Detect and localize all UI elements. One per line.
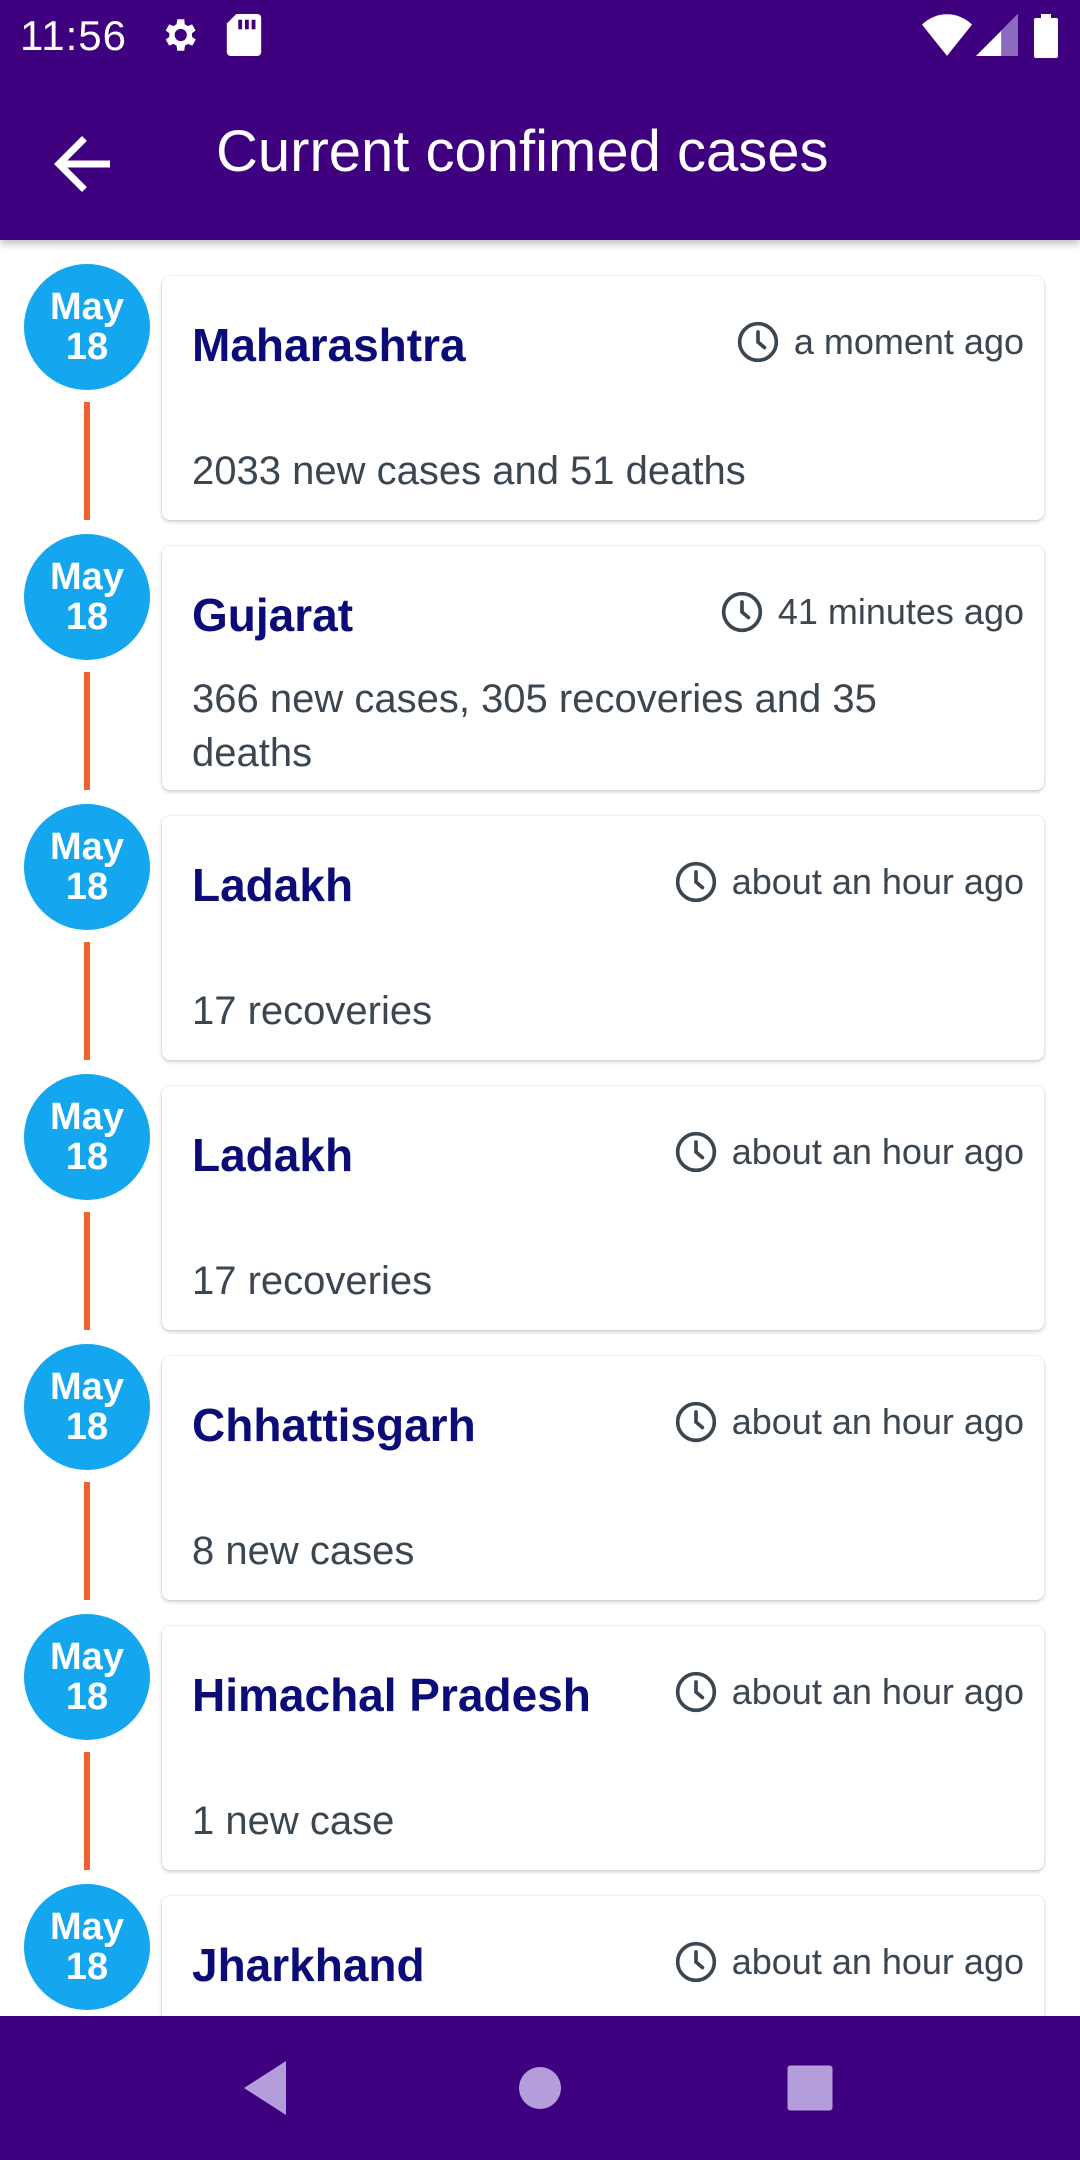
home-circle-icon xyxy=(519,2067,561,2109)
clock-icon xyxy=(737,321,779,363)
battery-icon xyxy=(1034,14,1058,63)
timeline-list[interactable]: May 18 Maharashtra a moment ago 2033 new… xyxy=(0,240,1080,2016)
date-day: 18 xyxy=(65,596,109,638)
case-card[interactable]: Chhattisgarh about an hour ago 8 new cas… xyxy=(162,1356,1044,1600)
case-card[interactable]: Gujarat 41 minutes ago 366 new cases, 30… xyxy=(162,546,1044,790)
case-card[interactable]: Maharashtra a moment ago 2033 new cases … xyxy=(162,276,1044,520)
signal-icon xyxy=(976,14,1018,61)
timeline-connector xyxy=(84,1212,90,1330)
date-day: 18 xyxy=(65,326,109,368)
case-card[interactable]: Ladakh about an hour ago 17 recoveries xyxy=(162,1086,1044,1330)
update-time: a moment ago xyxy=(736,320,1024,364)
timeline-connector xyxy=(84,1482,90,1600)
date-day: 18 xyxy=(65,866,109,908)
state-name: Ladakh xyxy=(192,1129,354,1181)
nav-recents-button[interactable] xyxy=(774,2052,846,2124)
app-bar: Current confimed cases xyxy=(0,72,1080,240)
date-day: 18 xyxy=(65,1946,109,1988)
timeline-connector xyxy=(84,1752,90,1870)
update-time: about an hour ago xyxy=(674,1400,1024,1444)
timeline-entry: May 18 Chhattisgarh about an hour ago 8 … xyxy=(0,1320,1080,1600)
case-summary: 17 recoveries xyxy=(192,989,433,1033)
update-time: about an hour ago xyxy=(674,860,1024,904)
time-text: a moment ago xyxy=(793,321,1024,362)
arrow-back-icon xyxy=(54,136,110,192)
date-badge: May 18 xyxy=(24,1884,150,2010)
time-text: about an hour ago xyxy=(731,1131,1024,1172)
case-summary: 2033 new cases and 51 deaths xyxy=(192,449,746,493)
time-text: about an hour ago xyxy=(731,1401,1024,1442)
state-name: Gujarat xyxy=(192,589,354,641)
case-summary: 17 recoveries xyxy=(192,1259,433,1303)
timeline-connector xyxy=(84,942,90,1060)
timeline-connector xyxy=(84,672,90,790)
clock-icon xyxy=(675,1401,716,1443)
time-text: about an hour ago xyxy=(731,861,1024,902)
clock-icon xyxy=(721,591,762,633)
date-month: May xyxy=(50,1906,124,1948)
date-month: May xyxy=(50,1636,124,1678)
nav-back-button[interactable] xyxy=(232,2052,304,2124)
timeline-entry: May 18 Ladakh about an hour ago 17 recov… xyxy=(0,1050,1080,1330)
case-card[interactable]: Ladakh about an hour ago 17 recoveries xyxy=(162,816,1044,1060)
date-month: May xyxy=(50,1366,124,1408)
date-day: 18 xyxy=(65,1136,109,1178)
time-text: 41 minutes ago xyxy=(777,591,1024,632)
date-day: 18 xyxy=(65,1406,109,1448)
date-month: May xyxy=(50,826,124,868)
state-name: Ladakh xyxy=(192,859,354,911)
update-time: about an hour ago xyxy=(674,1940,1024,1984)
timeline-entry: May 18 Maharashtra a moment ago 2033 new… xyxy=(0,240,1080,520)
update-time: about an hour ago xyxy=(674,1130,1024,1174)
back-triangle-icon xyxy=(244,2061,286,2115)
timeline-entry: May 18 Himachal Pradesh about an hour ag… xyxy=(0,1590,1080,1870)
date-month: May xyxy=(50,1096,124,1138)
case-summary: 1 new case xyxy=(192,1799,395,1843)
date-badge: May 18 xyxy=(24,1074,150,1200)
state-name: Maharashtra xyxy=(192,319,466,371)
navigation-bar xyxy=(0,2016,1080,2160)
date-badge: May 18 xyxy=(24,534,150,660)
case-summary: 366 new cases, 305 recoveries and 35 dea… xyxy=(192,677,877,775)
clock-icon xyxy=(675,1941,716,1983)
recents-square-icon xyxy=(787,2065,833,2111)
time-text: about an hour ago xyxy=(731,1941,1024,1982)
clock-icon xyxy=(675,1671,716,1713)
settings-icon xyxy=(158,14,200,61)
case-card[interactable]: Jharkhand about an hour ago xyxy=(162,1896,1044,2016)
state-name: Chhattisgarh xyxy=(192,1399,476,1451)
page-title: Current confimed cases xyxy=(216,119,829,184)
date-day: 18 xyxy=(65,1676,109,1718)
timeline-entry: May 18 Ladakh about an hour ago 17 recov… xyxy=(0,780,1080,1060)
case-summary: 8 new cases xyxy=(192,1529,415,1573)
wifi-icon xyxy=(922,14,972,61)
back-button[interactable] xyxy=(40,122,124,206)
status-time: 11:56 xyxy=(20,12,127,59)
date-badge: May 18 xyxy=(24,1614,150,1740)
time-text: about an hour ago xyxy=(731,1671,1024,1712)
state-name: Jharkhand xyxy=(192,1939,425,1991)
date-month: May xyxy=(50,286,124,328)
case-card[interactable]: Himachal Pradesh about an hour ago 1 new… xyxy=(162,1626,1044,1870)
clock-icon xyxy=(675,861,716,903)
sd-card-icon xyxy=(226,14,262,61)
timeline-connector xyxy=(84,402,90,520)
date-month: May xyxy=(50,556,124,598)
date-badge: May 18 xyxy=(24,1344,150,1470)
status-bar: 11:56 xyxy=(0,0,1080,72)
update-time: about an hour ago xyxy=(674,1670,1024,1714)
timeline-entry: May 18 Jharkhand about an hour ago xyxy=(0,1860,1080,2016)
date-badge: May 18 xyxy=(24,264,150,390)
update-time: 41 minutes ago xyxy=(720,590,1024,634)
state-name: Himachal Pradesh xyxy=(192,1669,591,1721)
timeline-entry: May 18 Gujarat 41 minutes ago 366 new ca… xyxy=(0,510,1080,790)
clock-icon xyxy=(675,1131,716,1173)
date-badge: May 18 xyxy=(24,804,150,930)
nav-home-button[interactable] xyxy=(504,2052,576,2124)
